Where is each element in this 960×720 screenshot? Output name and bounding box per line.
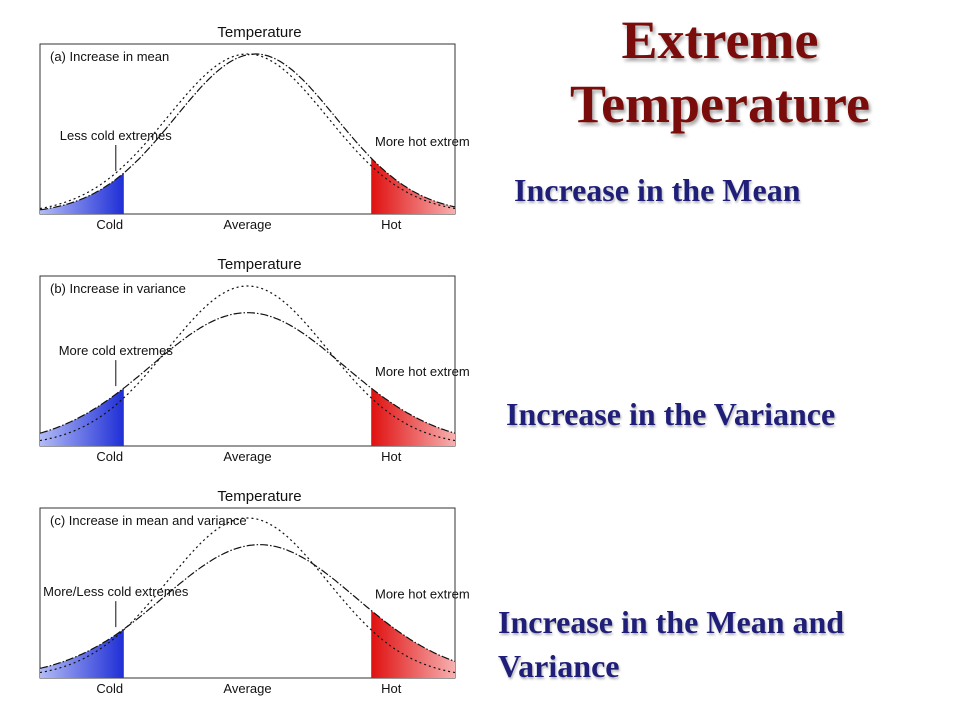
tick-label: Cold — [96, 217, 123, 232]
cold-tail-area — [40, 629, 124, 678]
cold-tail-area — [40, 388, 124, 446]
panel-increase-in-mean-and-variance: Temperature (c) Increase in mean and vari… — [30, 484, 470, 704]
axis-title: Temperature — [217, 24, 301, 41]
new-climate-curve — [39, 312, 456, 434]
distribution-chart: Temperature (c) Increase in mean and vari… — [39, 488, 470, 696]
tick-label: Cold — [96, 681, 123, 696]
panel-increase-in-mean: Temperature (a) Increase in mean Less cold… — [30, 20, 470, 240]
hot-tail-area — [371, 158, 455, 214]
axis-title: Temperature — [217, 488, 301, 505]
hot-annotation: More hot extremes — [375, 134, 470, 149]
tick-label: Average — [223, 449, 271, 464]
slide-title-line-1: Extreme — [621, 10, 819, 70]
caption-mean-and-variance: Increase in the Mean and Variance — [498, 600, 844, 688]
hot-annotation: More hot extremes — [375, 586, 470, 601]
cold-tail-area — [40, 173, 124, 214]
tick-label: Average — [223, 217, 271, 232]
hot-tail-area — [371, 388, 455, 446]
tick-label: Hot — [381, 449, 402, 464]
tick-label: Average — [223, 681, 271, 696]
cold-annotation: More cold extremes — [59, 343, 174, 358]
cold-annotation: Less cold extremes — [60, 128, 172, 143]
previous-climate-curve — [39, 517, 456, 674]
caption-mean: Increase in the Mean — [514, 172, 801, 208]
caption-variance: Increase in the Variance — [506, 396, 836, 432]
axis-title: Temperature — [217, 256, 301, 273]
previous-climate-curve — [39, 53, 456, 210]
tick-label: Cold — [96, 449, 123, 464]
new-climate-curve — [39, 53, 456, 211]
tick-label: Hot — [381, 217, 402, 232]
slide-title: Extreme Temperature — [520, 8, 920, 136]
distribution-chart: Temperature (a) Increase in mean Less cold… — [39, 24, 470, 232]
panel-label: (b) Increase in variance — [50, 281, 186, 296]
hot-annotation: More hot extremes — [375, 364, 470, 379]
new-climate-curve — [39, 544, 456, 669]
tick-label: Hot — [381, 681, 402, 696]
panel-label: (c) Increase in mean and variance — [50, 513, 247, 528]
caption-line-2: Variance — [498, 648, 620, 684]
panel-increase-in-variance: Temperature (b) Increase in variance More … — [30, 252, 470, 472]
cold-annotation: More/Less cold extremes — [43, 584, 189, 599]
slide-title-line-2: Temperature — [570, 74, 870, 134]
distribution-chart: Temperature (b) Increase in variance More … — [39, 256, 470, 464]
caption-line-1: Increase in the Mean and — [498, 604, 845, 640]
previous-climate-curve — [39, 285, 456, 442]
panel-label: (a) Increase in mean — [50, 49, 169, 64]
